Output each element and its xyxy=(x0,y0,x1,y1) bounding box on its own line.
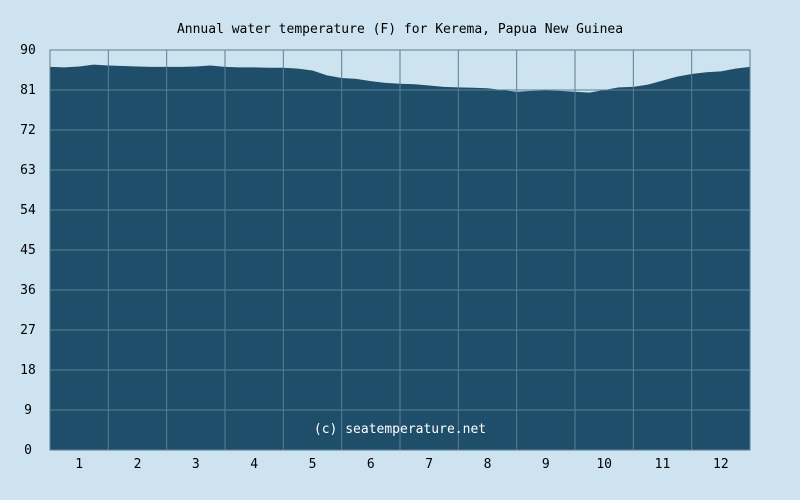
y-tick-label: 90 xyxy=(20,43,36,58)
x-tick-label: 9 xyxy=(542,457,550,472)
x-tick-label: 4 xyxy=(250,457,258,472)
x-tick-label: 2 xyxy=(134,457,142,472)
x-tick-label: 6 xyxy=(367,457,375,472)
y-tick-label: 54 xyxy=(20,203,36,218)
y-tick-label: 18 xyxy=(20,363,36,378)
grid xyxy=(49,49,751,451)
y-tick-label: 72 xyxy=(20,123,36,138)
x-tick-label: 7 xyxy=(425,457,433,472)
y-tick-label: 9 xyxy=(24,403,32,418)
x-tick-label: 11 xyxy=(655,457,671,472)
y-axis: 0 9 18 27 36 45 54 63 72 81 90 xyxy=(20,43,36,458)
x-tick-label: 3 xyxy=(192,457,200,472)
y-tick-label: 63 xyxy=(20,163,36,178)
y-tick-label: 45 xyxy=(20,243,36,258)
y-tick-label: 0 xyxy=(24,443,32,458)
plot-border xyxy=(49,49,751,451)
watermark: (c) seatemperature.net xyxy=(314,422,486,437)
x-tick-label: 12 xyxy=(713,457,729,472)
x-axis: 1 2 3 4 5 6 7 8 9 10 11 12 xyxy=(75,457,728,472)
y-tick-label: 81 xyxy=(20,83,36,98)
x-tick-label: 10 xyxy=(596,457,612,472)
x-tick-label: 8 xyxy=(484,457,492,472)
y-tick-label: 36 xyxy=(20,283,36,298)
chart-title: Annual water temperature (F) for Kerema,… xyxy=(177,22,623,37)
x-tick-label: 1 xyxy=(75,457,83,472)
x-tick-label: 5 xyxy=(309,457,317,472)
y-tick-label: 27 xyxy=(20,323,36,338)
